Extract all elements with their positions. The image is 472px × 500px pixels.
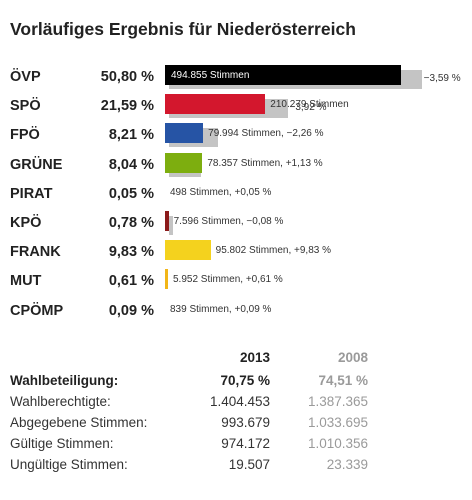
result-bar — [165, 65, 401, 85]
party-percent: 0,09 % — [108, 302, 154, 319]
party-row: KPÖ 0,78 % 7.596 Stimmen, −0,08 % — [0, 211, 472, 239]
result-bar — [165, 269, 168, 290]
value-2013: 19.507 — [228, 457, 270, 472]
stats-row: Wahlberechtigte: 1.404.453 1.387.365 — [0, 394, 472, 414]
stats-label: Abgegebene Stimmen: — [10, 415, 148, 430]
party-name: KPÖ — [10, 215, 42, 231]
bar-label: 498 Stimmen, +0,05 % — [170, 186, 272, 198]
party-percent: 0,61 % — [108, 273, 154, 290]
party-percent: 50,80 % — [100, 69, 154, 85]
value-2013: 1.404.453 — [209, 394, 270, 409]
bar-label: 839 Stimmen, +0,09 % — [170, 303, 272, 315]
bar-label: 78.357 Stimmen, +1,13 % — [207, 157, 323, 169]
party-name: GRÜNE — [10, 156, 63, 173]
bar-label: 5.952 Stimmen, +0,61 % — [173, 274, 283, 286]
party-row: MUT 0,61 % 5.952 Stimmen, +0,61 % — [0, 269, 472, 297]
value-2008: 1.387.365 — [307, 394, 368, 409]
party-row: CPÖMP 0,09 % 839 Stimmen, +0,09 % — [0, 299, 472, 327]
party-percent: 8,04 % — [108, 156, 154, 173]
result-bar — [165, 240, 211, 261]
bar-label: 95.802 Stimmen, +9,83 % — [215, 245, 332, 257]
stats-label: Gültige Stimmen: — [10, 436, 114, 451]
results-chart: ÖVP 50,80 % 494.855 Stimmen −3,59 % SPÖ 21,59… — [0, 65, 472, 327]
stats-row: Ungültige Stimmen: 19.507 23.339 — [0, 457, 472, 477]
value-2013: 974.172 — [221, 436, 270, 451]
party-percent: 0,78 % — [108, 215, 154, 231]
party-row: GRÜNE 8,04 % 78.357 Stimmen, +1,13 % — [0, 152, 472, 181]
value-2008: 74,51 % — [318, 373, 368, 388]
chart-title: Vorläufiges Ergebnis für Niederösterreic… — [10, 19, 356, 39]
stats-row: Gültige Stimmen: 974.172 1.010.356 — [0, 436, 472, 456]
party-name: CPÖMP — [10, 302, 64, 319]
bar-label: 494.855 Stimmen — [171, 70, 250, 81]
value-2008: 1.033.695 — [307, 415, 368, 430]
party-percent: 0,05 % — [108, 185, 154, 202]
column-header-2013: 2013 — [239, 350, 270, 365]
party-name: SPÖ — [10, 98, 41, 115]
party-row: ÖVP 50,80 % 494.855 Stimmen −3,59 % — [0, 65, 472, 93]
change-label: −3,92 % — [289, 102, 327, 114]
value-2008: 23.339 — [326, 457, 368, 472]
value-2013: 70,75 % — [220, 373, 270, 388]
result-bar — [165, 94, 266, 115]
bar-label: 79.994 Stimmen, −2,26 % — [208, 128, 324, 140]
result-bar — [165, 211, 169, 231]
stats-label: Wahlberechtigte: — [10, 394, 111, 409]
value-2013: 993.679 — [221, 415, 270, 430]
party-name: PIRAT — [10, 185, 53, 202]
previous-result-bar — [169, 216, 173, 235]
party-name: FRANK — [10, 244, 61, 261]
column-header-2008: 2008 — [337, 350, 368, 365]
result-bar — [165, 152, 203, 173]
party-row: PIRAT 0,05 % 498 Stimmen, +0,05 % — [0, 182, 472, 210]
party-percent: 9,83 % — [108, 244, 154, 261]
party-name: MUT — [10, 273, 42, 290]
party-percent: 8,21 % — [108, 127, 154, 144]
stats-label: Wahlbeteiligung: — [10, 373, 119, 388]
change-label: −3,59 % — [423, 73, 461, 84]
party-name: ÖVP — [10, 69, 41, 85]
stats-row: Wahlbeteiligung: 70,75 % 74,51 % — [0, 373, 472, 393]
stats-row: Abgegebene Stimmen: 993.679 1.033.695 — [0, 415, 472, 435]
party-row: FRANK 9,83 % 95.802 Stimmen, +9,83 % — [0, 240, 472, 268]
bar-label: 7.596 Stimmen, −0,08 % — [173, 216, 284, 227]
bar-label: 210.279 Stimmen — [270, 99, 349, 111]
party-row: SPÖ 21,59 % 210.279 Stimmen −3,92 % — [0, 94, 472, 122]
stats-label: Ungültige Stimmen: — [10, 457, 128, 472]
result-bar — [165, 123, 204, 144]
party-row: FPÖ 8,21 % 79.994 Stimmen, −2,26 % — [0, 123, 472, 151]
party-percent: 21,59 % — [100, 98, 154, 115]
party-name: FPÖ — [10, 127, 40, 144]
value-2008: 1.010.356 — [307, 436, 368, 451]
